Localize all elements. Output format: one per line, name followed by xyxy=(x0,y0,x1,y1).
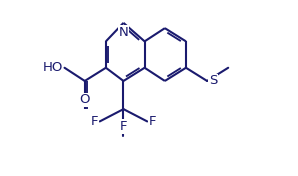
Text: O: O xyxy=(80,93,90,106)
Text: HO: HO xyxy=(42,61,63,74)
Text: S: S xyxy=(209,74,217,87)
Text: N: N xyxy=(119,26,128,39)
Text: F: F xyxy=(120,120,127,133)
Text: F: F xyxy=(149,115,156,128)
Text: F: F xyxy=(91,115,98,128)
